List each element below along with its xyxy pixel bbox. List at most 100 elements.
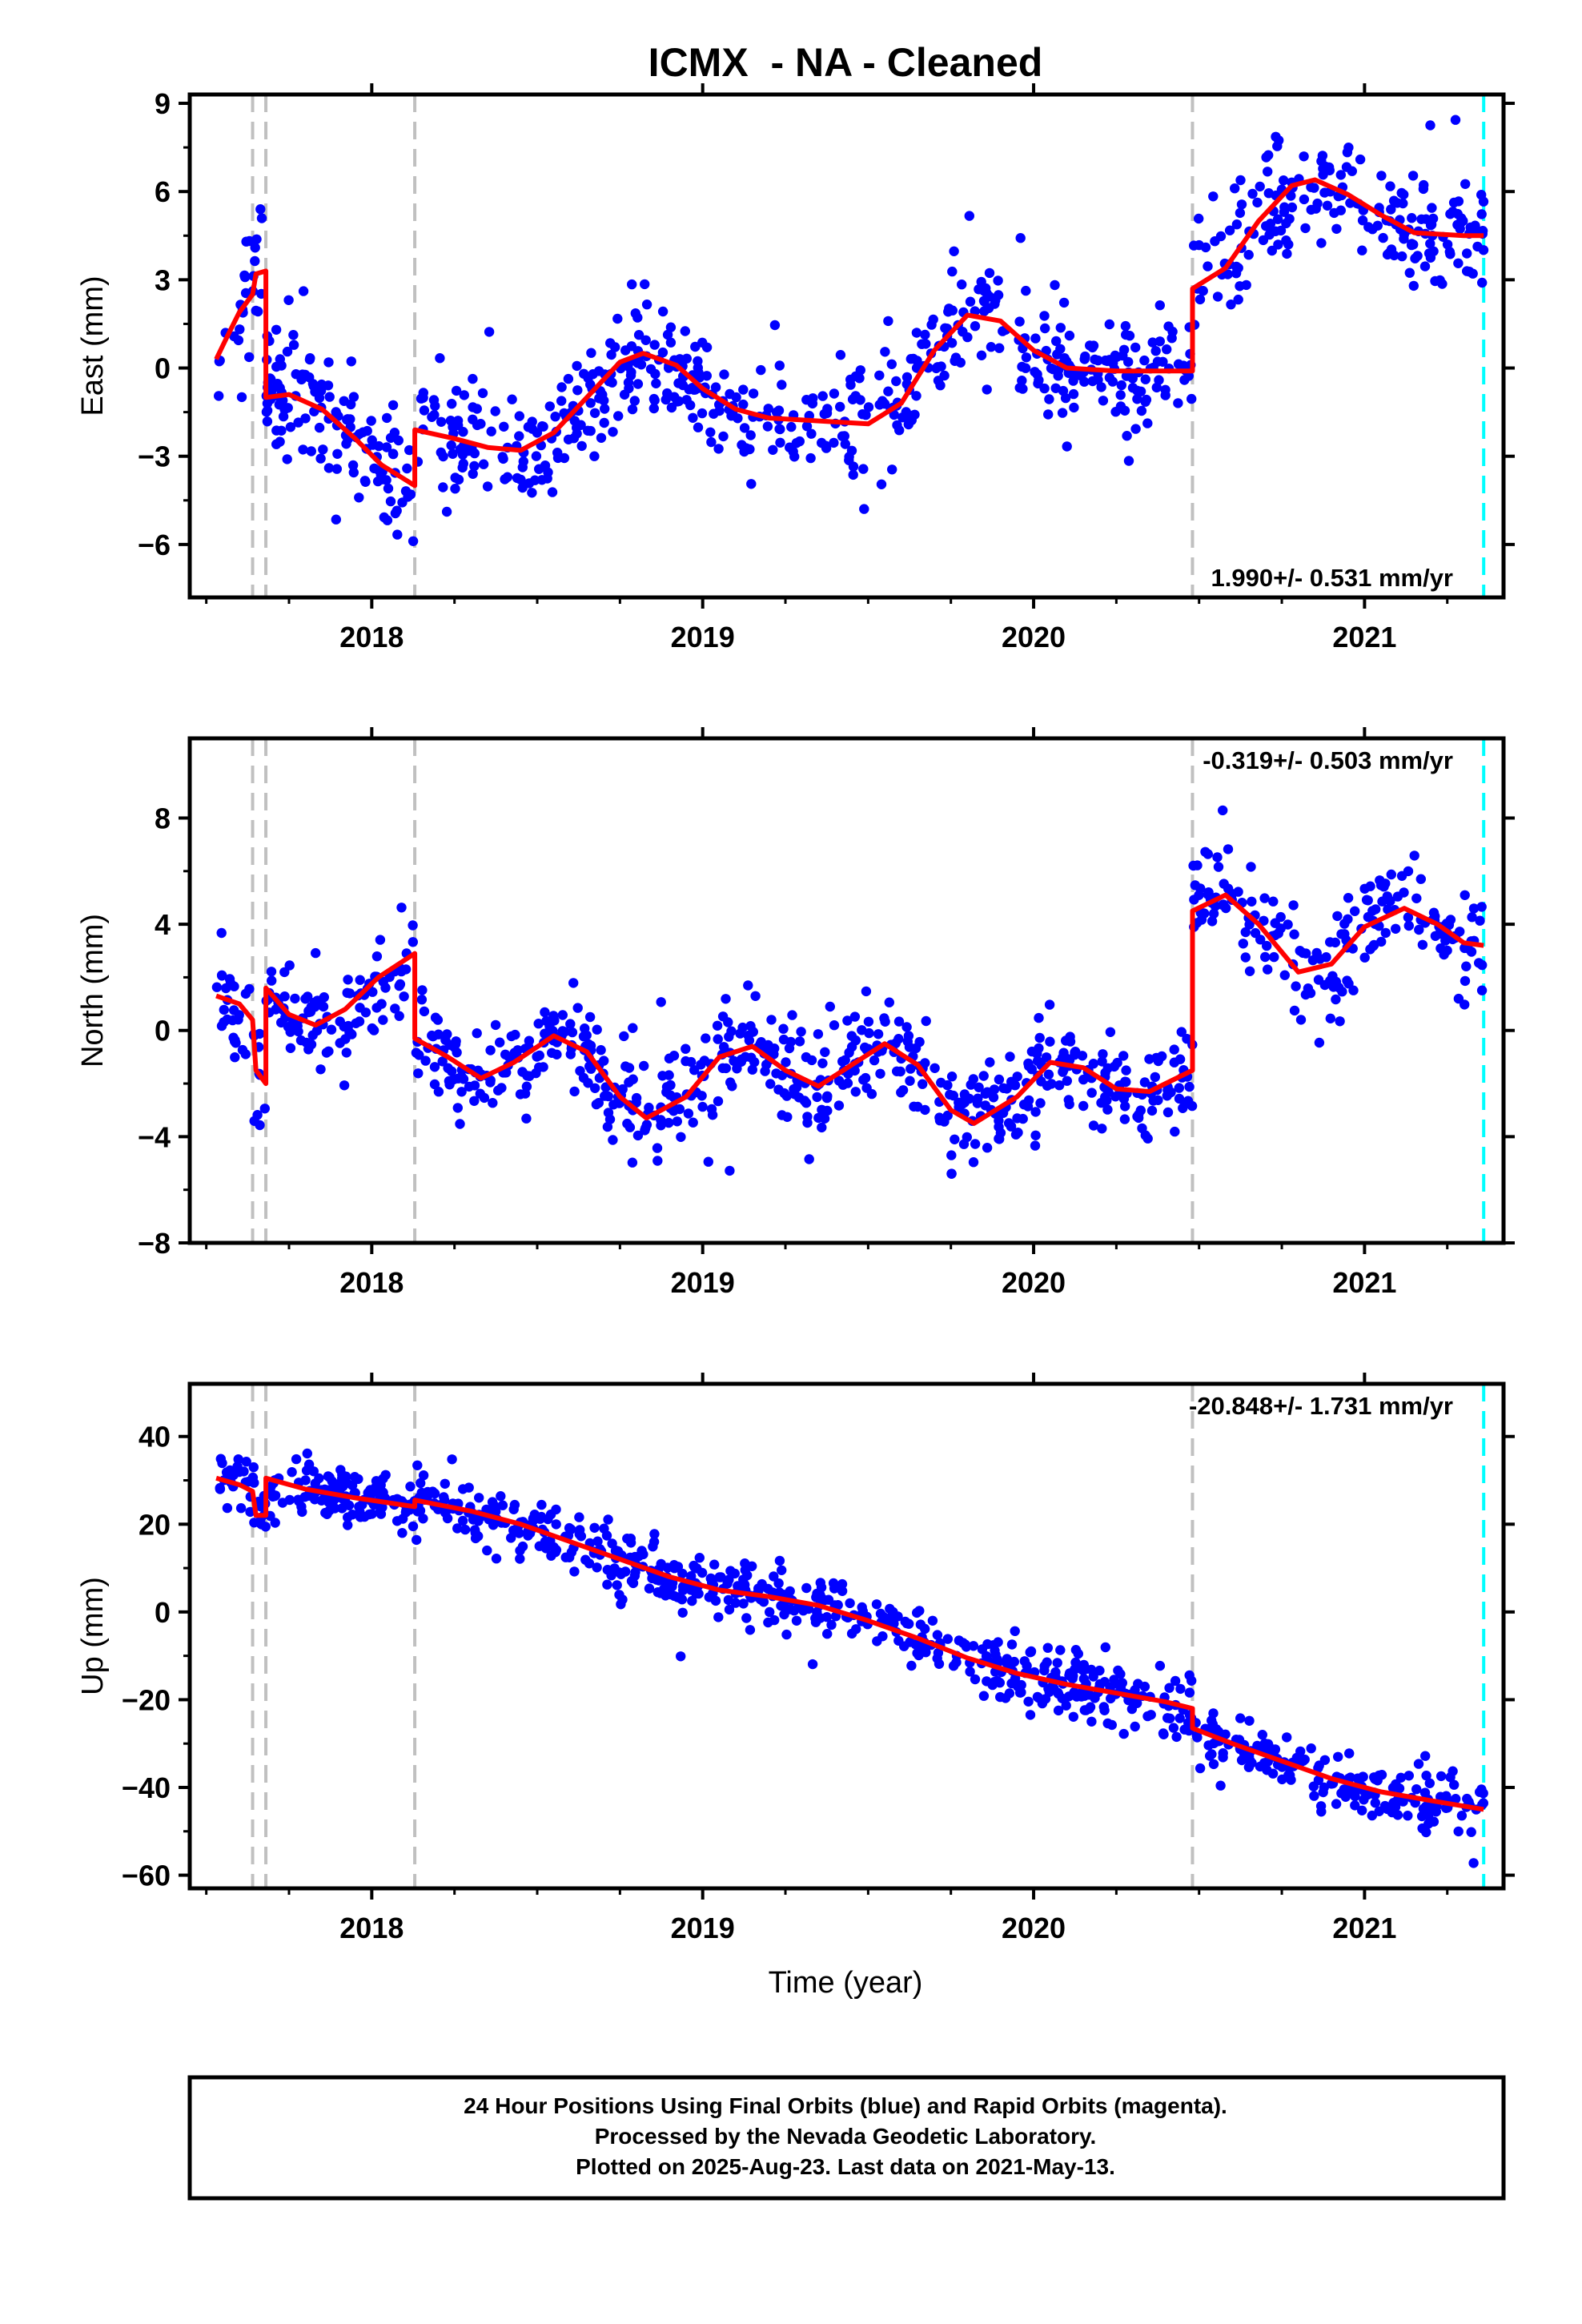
data-point — [1160, 384, 1170, 395]
data-point — [1411, 1784, 1422, 1795]
data-point — [1444, 247, 1456, 257]
data-point — [801, 1098, 812, 1108]
data-point — [1382, 1803, 1393, 1815]
data-point — [1460, 890, 1470, 901]
data-point — [1331, 223, 1342, 234]
data-point — [739, 423, 750, 433]
data-point — [653, 1575, 665, 1586]
data-point — [387, 400, 399, 411]
data-point — [1300, 989, 1311, 1000]
data-point — [697, 1567, 708, 1578]
data-point — [315, 453, 326, 464]
data-point — [890, 1038, 901, 1048]
data-point — [958, 1139, 970, 1149]
data-point — [781, 1057, 791, 1068]
y-tick-label: 0 — [155, 1015, 171, 1047]
data-point — [676, 1132, 686, 1143]
data-point — [1331, 1799, 1342, 1809]
data-point — [517, 482, 528, 493]
data-point — [950, 1134, 960, 1145]
data-point — [1476, 985, 1488, 995]
data-point — [1110, 1679, 1121, 1689]
data-point — [1189, 895, 1199, 905]
data-point — [589, 408, 600, 418]
data-point — [1088, 1059, 1099, 1069]
data-point — [994, 343, 1005, 353]
data-point — [354, 493, 364, 503]
data-point — [781, 1091, 792, 1101]
data-point — [285, 1043, 296, 1054]
data-point — [657, 347, 669, 358]
y-tick-label: 3 — [155, 263, 171, 296]
data-point — [1064, 330, 1075, 341]
data-point — [1130, 342, 1141, 353]
data-point — [490, 1019, 501, 1031]
data-point — [1424, 1778, 1435, 1788]
data-point — [1057, 408, 1068, 418]
data-point — [1030, 1140, 1041, 1151]
data-point — [1220, 1729, 1231, 1739]
data-point — [1046, 1079, 1057, 1089]
data-point — [596, 432, 607, 443]
data-point — [585, 398, 596, 408]
data-point — [1079, 376, 1090, 387]
data-point — [640, 1123, 651, 1133]
data-point — [459, 390, 469, 400]
x-tick-label: 2019 — [671, 1912, 735, 1944]
data-point — [1411, 893, 1422, 904]
data-point — [468, 373, 478, 384]
data-point — [396, 903, 407, 913]
data-point — [287, 1467, 297, 1478]
data-point — [531, 451, 542, 461]
data-point — [1068, 388, 1079, 400]
north-frame — [187, 736, 1506, 1245]
data-point — [1070, 1050, 1080, 1060]
data-point — [1213, 862, 1224, 872]
data-point — [460, 1524, 471, 1535]
data-point — [970, 1674, 981, 1685]
data-point — [1134, 1112, 1144, 1124]
data-point — [681, 395, 692, 405]
data-point — [1340, 1791, 1351, 1802]
y-tick-label: 0 — [155, 352, 171, 385]
data-point — [1051, 336, 1062, 347]
data-point — [1313, 975, 1324, 985]
data-point — [813, 1029, 824, 1039]
data-point — [1335, 170, 1347, 180]
data-point — [1416, 214, 1427, 224]
data-point — [307, 379, 319, 389]
north-model-line — [215, 892, 1484, 1126]
data-point — [1475, 915, 1485, 926]
data-point — [1210, 236, 1220, 247]
data-point — [436, 416, 447, 427]
data-point — [1200, 846, 1211, 858]
data-point — [944, 304, 954, 314]
data-point — [1376, 171, 1387, 181]
data-point — [778, 1034, 789, 1045]
data-point — [1146, 1105, 1158, 1116]
up-frame — [187, 1381, 1506, 1891]
data-point — [667, 1582, 677, 1592]
data-point — [1235, 1713, 1246, 1723]
data-point — [829, 1020, 840, 1031]
data-point — [538, 1062, 548, 1072]
data-point — [904, 1042, 915, 1052]
data-point — [464, 1482, 474, 1493]
data-point — [774, 1555, 785, 1566]
x-tick-label: 2018 — [339, 621, 404, 653]
data-point — [1319, 1782, 1330, 1793]
data-point — [469, 460, 480, 472]
data-point — [1343, 143, 1354, 153]
data-point — [777, 1565, 787, 1576]
y-tick-label: 40 — [139, 1421, 171, 1454]
data-point — [557, 1010, 568, 1020]
data-point — [874, 370, 885, 380]
data-point — [745, 1625, 756, 1635]
data-point — [629, 396, 640, 406]
data-point — [686, 1056, 697, 1068]
data-point — [488, 1098, 498, 1108]
data-point — [701, 1033, 711, 1043]
data-point — [348, 392, 359, 402]
data-point — [1441, 919, 1452, 929]
data-point — [731, 392, 741, 403]
